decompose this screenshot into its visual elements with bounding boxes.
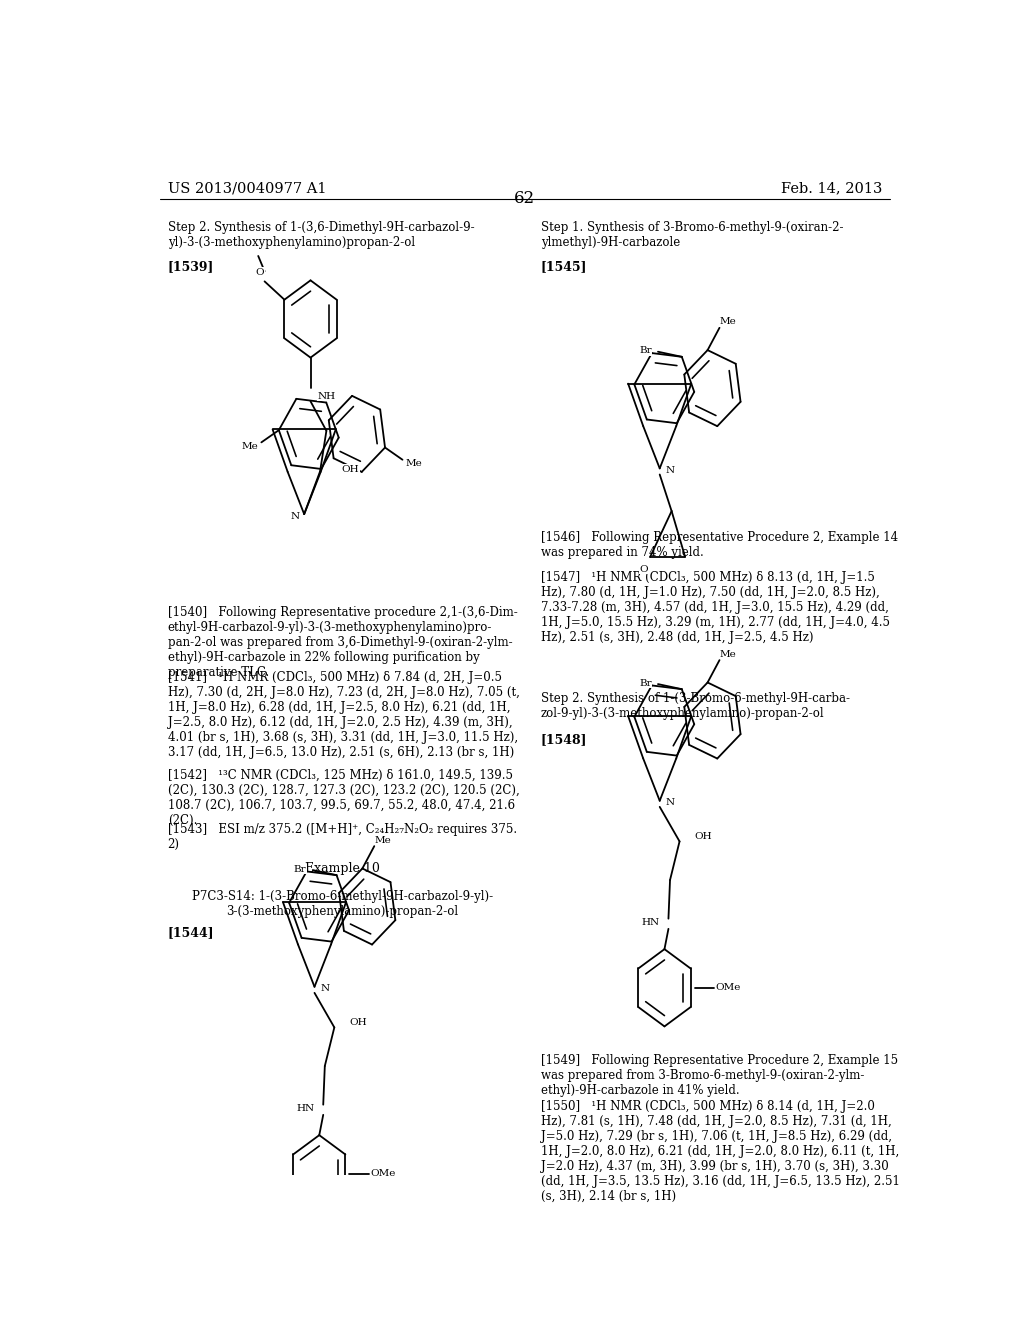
Text: HN: HN xyxy=(642,919,660,927)
Text: Step 2. Synthesis of 1-(3,6-Dimethyl-9H-carbazol-9-
yl)-3-(3-methoxyphenylamino): Step 2. Synthesis of 1-(3,6-Dimethyl-9H-… xyxy=(168,222,474,249)
Text: Step 2. Synthesis of 1-(3-Bromo-6-methyl-9H-carba-
zol-9-yl)-3-(3-methoxyphenyla: Step 2. Synthesis of 1-(3-Bromo-6-methyl… xyxy=(541,692,850,719)
Text: P7C3-S14: 1-(3-Bromo-6-methyl-9H-carbazol-9-yl)-
3-(3-methoxyphenylamino)-propan: P7C3-S14: 1-(3-Bromo-6-methyl-9H-carbazo… xyxy=(191,890,493,919)
Text: [1549]   Following Representative Procedure 2, Example 15
was prepared from 3-Br: [1549] Following Representative Procedur… xyxy=(541,1053,898,1097)
Text: N: N xyxy=(666,799,675,808)
Text: 62: 62 xyxy=(514,190,536,207)
Text: Step 1. Synthesis of 3-Bromo-6-methyl-9-(oxiran-2-
ylmethyl)-9H-carbazole: Step 1. Synthesis of 3-Bromo-6-methyl-9-… xyxy=(541,222,843,249)
Text: O: O xyxy=(640,565,648,573)
Text: [1544]: [1544] xyxy=(168,925,214,939)
Text: [1546]   Following Representative Procedure 2, Example 14
was prepared in 74% yi: [1546] Following Representative Procedur… xyxy=(541,532,898,560)
Text: Me: Me xyxy=(720,649,736,659)
Text: [1545]: [1545] xyxy=(541,260,587,273)
Text: OH: OH xyxy=(341,465,359,474)
Text: N: N xyxy=(290,512,299,520)
Text: N: N xyxy=(321,985,330,993)
Text: OMe: OMe xyxy=(370,1170,395,1179)
Text: HN: HN xyxy=(297,1105,314,1113)
Text: OMe: OMe xyxy=(716,983,740,993)
Text: Example 10: Example 10 xyxy=(305,862,380,875)
Text: Me: Me xyxy=(406,459,422,469)
Text: US 2013/0040977 A1: US 2013/0040977 A1 xyxy=(168,182,327,195)
Text: [1548]: [1548] xyxy=(541,733,587,746)
Text: [1540]   Following Representative procedure 2,1-(3,6-Dim-
ethyl-9H-carbazol-9-yl: [1540] Following Representative procedur… xyxy=(168,606,517,678)
Text: [1550]   ¹H NMR (CDCl₃, 500 MHz) δ 8.14 (d, 1H, J=2.0
Hz), 7.81 (s, 1H), 7.48 (d: [1550] ¹H NMR (CDCl₃, 500 MHz) δ 8.14 (d… xyxy=(541,1100,899,1203)
Text: Br: Br xyxy=(639,678,651,688)
Text: N: N xyxy=(666,466,675,475)
Text: OH: OH xyxy=(349,1018,367,1027)
Text: [1539]: [1539] xyxy=(168,260,214,273)
Text: [1541]   ¹H NMR (CDCl₃, 500 MHz) δ 7.84 (d, 2H, J=0.5
Hz), 7.30 (d, 2H, J=8.0 Hz: [1541] ¹H NMR (CDCl₃, 500 MHz) δ 7.84 (d… xyxy=(168,671,519,759)
Text: OH: OH xyxy=(694,832,712,841)
Text: Feb. 14, 2013: Feb. 14, 2013 xyxy=(780,182,882,195)
Text: Br: Br xyxy=(639,346,651,355)
Text: [1543]   ESI m/z 375.2 ([M+H]⁺, C₂₄H₂₇N₂O₂ requires 375.
2): [1543] ESI m/z 375.2 ([M+H]⁺, C₂₄H₂₇N₂O₂… xyxy=(168,824,517,851)
Text: Me: Me xyxy=(375,836,391,845)
Text: O: O xyxy=(256,268,264,277)
Text: Me: Me xyxy=(720,317,736,326)
Text: [1542]   ¹³C NMR (CDCl₃, 125 MHz) δ 161.0, 149.5, 139.5
(2C), 130.3 (2C), 128.7,: [1542] ¹³C NMR (CDCl₃, 125 MHz) δ 161.0,… xyxy=(168,770,519,828)
Text: [1547]   ¹H NMR (CDCl₃, 500 MHz) δ 8.13 (d, 1H, J=1.5
Hz), 7.80 (d, 1H, J=1.0 Hz: [1547] ¹H NMR (CDCl₃, 500 MHz) δ 8.13 (d… xyxy=(541,572,890,644)
Text: NH: NH xyxy=(317,392,336,401)
Text: Me: Me xyxy=(242,442,259,451)
Text: Br: Br xyxy=(294,865,306,874)
